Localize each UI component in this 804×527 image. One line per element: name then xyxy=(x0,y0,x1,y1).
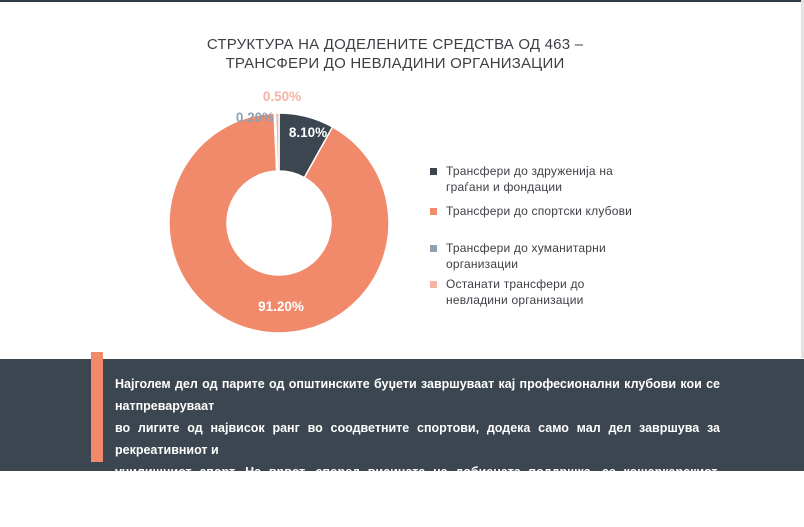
legend-swatch-ngo xyxy=(430,168,437,175)
top-border xyxy=(0,0,804,2)
donut-chart: 8.10% 91.20% 0.20% 0.50% xyxy=(168,89,390,334)
note-line1: Најголем дел од парите од општинските бу… xyxy=(115,377,720,413)
legend-label-ngo-line2: граѓани и фондации xyxy=(446,180,563,194)
note-line4: ракометниот клуб Пелистер Битола, кои до… xyxy=(115,509,609,523)
legend-label-other-line2: невладини организации xyxy=(446,293,584,307)
legend-label-other: Останати трансфери до невладини организа… xyxy=(446,276,686,308)
data-label-sports: 91.20% xyxy=(258,299,304,314)
legend-label-other-line1: Останати трансфери до xyxy=(446,277,585,291)
data-label-humanitarian: 0.20% xyxy=(236,110,274,125)
legend-swatch-sports xyxy=(430,208,437,215)
legend-label-humanitarian-line1: Трансфери до хуманитарни xyxy=(446,241,606,255)
note-accent-bar xyxy=(91,352,103,462)
note-line3: училишниот спорт. На врвот, според висин… xyxy=(115,465,720,501)
note-text: Најголем дел од парите од општинските бу… xyxy=(115,373,720,527)
data-label-ngo: 8.10% xyxy=(289,125,327,140)
slice-other xyxy=(274,112,280,172)
legend-label-ngo-line1: Трансфери до здруженија на xyxy=(446,164,614,178)
legend-label-sports: Трансфери до спортски клубови xyxy=(446,203,686,219)
chart-title-line1: СТРУКТУРА НА ДОДЕЛЕНИТЕ СРЕДСТВА ОД 463 … xyxy=(206,36,584,53)
note-line2: во лигите од највисок ранг во соодветнит… xyxy=(115,421,720,457)
slice-sports xyxy=(168,112,390,334)
legend-label-humanitarian-line2: организации xyxy=(446,257,519,271)
legend-label-ngo: Трансфери до здруженија на граѓани и фон… xyxy=(446,163,686,195)
right-border xyxy=(801,0,804,358)
data-label-other: 0.50% xyxy=(263,89,301,104)
legend-label-sports-line1: Трансфери до спортски клубови xyxy=(446,204,633,218)
legend-swatch-humanitarian xyxy=(430,245,437,252)
legend-label-humanitarian: Трансфери до хуманитарни организации xyxy=(446,240,686,272)
note-panel xyxy=(0,359,804,471)
legend-swatch-other xyxy=(430,281,437,288)
chart-title-line2: ТРАНСФЕРИ ДО НЕВЛАДИНИ ОРГАНИЗАЦИИ xyxy=(225,55,565,72)
